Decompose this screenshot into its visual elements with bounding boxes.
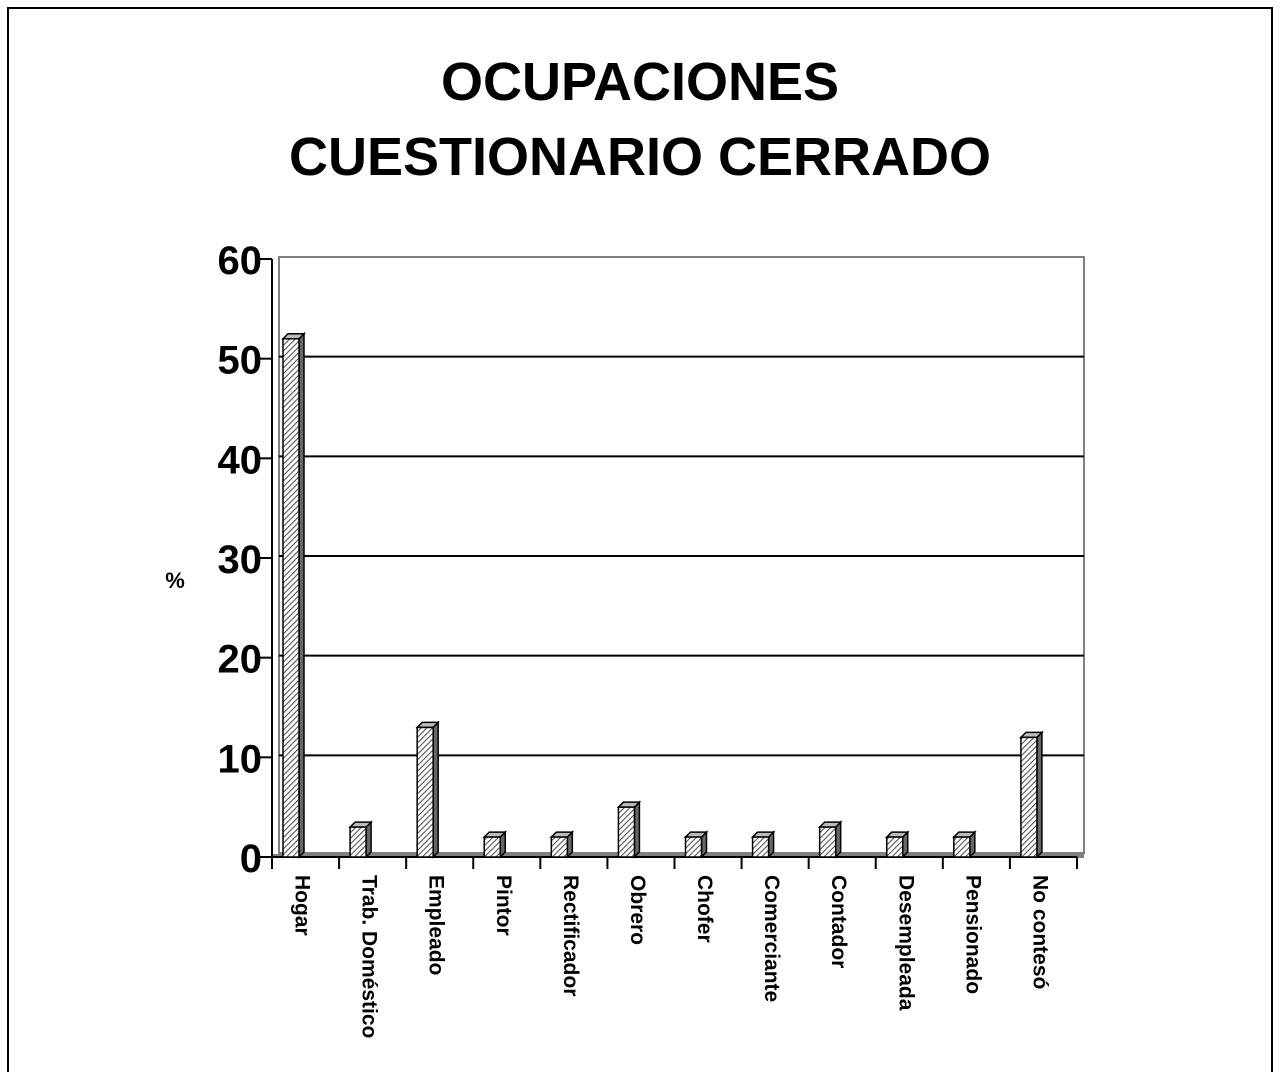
- bar: [617, 806, 636, 858]
- chart-title: OCUPACIONES: [441, 52, 839, 112]
- y-tick-label: 40: [218, 438, 263, 482]
- bar: [416, 726, 434, 858]
- y-tick-label: 10: [218, 737, 263, 781]
- x-tick-label: Rectificador: [559, 875, 582, 996]
- bar: [1020, 736, 1038, 858]
- chart-subtitle: CUESTIONARIO CERRADO: [289, 127, 991, 187]
- x-tick-label: Hogar: [291, 875, 314, 936]
- x-tick-label: Comerciante: [760, 875, 783, 1002]
- bar: [282, 337, 300, 858]
- bar: [349, 826, 367, 858]
- bar: [751, 836, 770, 858]
- x-tick-label: Pintor: [492, 875, 515, 936]
- bar: [886, 836, 904, 858]
- x-tick-label: Chofer: [693, 875, 716, 943]
- y-tick-label: 20: [218, 638, 263, 682]
- x-tick-label: Contador: [827, 875, 850, 968]
- y-axis-label: %: [165, 568, 185, 593]
- page-border: [7, 7, 1273, 1072]
- y-tick-label: 60: [218, 239, 263, 283]
- x-tick-label: Pensionado: [961, 875, 984, 994]
- y-tick-label: 50: [218, 339, 263, 383]
- bar: [483, 836, 501, 858]
- bar: [953, 836, 971, 858]
- y-tick-label: 0: [240, 837, 262, 881]
- x-tick-label: Trab. Doméstico: [358, 875, 381, 1038]
- x-tick-label: No contesó: [1028, 875, 1051, 989]
- y-tick-label: 30: [218, 538, 263, 582]
- bar: [684, 836, 703, 858]
- x-tick-label: Obrero: [626, 875, 649, 945]
- plot-area: 0 10 20 30 40 50 60 Hogar Trab. Doméstico Emplead…: [218, 239, 1085, 1038]
- bar: [550, 836, 569, 858]
- x-tick-label: Empleado: [425, 875, 448, 975]
- bar: [818, 826, 837, 858]
- x-tick-label: Desempleada: [894, 875, 917, 1011]
